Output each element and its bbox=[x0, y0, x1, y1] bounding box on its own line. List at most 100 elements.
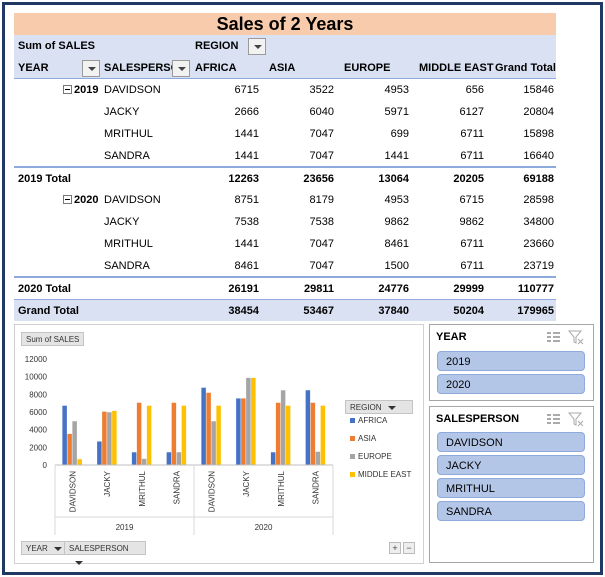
table-row: JACKY 2666 6040 5971 6127 20804 bbox=[14, 101, 556, 123]
multi-select-icon[interactable] bbox=[547, 414, 560, 424]
slicer-item-davidson[interactable]: DAVIDSON bbox=[437, 432, 585, 452]
salesperson-header[interactable]: SALESPERSON bbox=[104, 62, 188, 74]
pivot-chart[interactable]: Sum of SALES 0 2000 4000 6000 8000 10000 12000… bbox=[14, 324, 424, 565]
year-row-label[interactable]: 2020 bbox=[63, 189, 98, 211]
table-row: MRITHUL 1441 7047 699 6711 15898 bbox=[14, 123, 556, 145]
value-cell: 8751 bbox=[234, 194, 259, 206]
table-row: JACKY 7538 7538 9862 9862 34800 bbox=[14, 211, 556, 233]
year-header[interactable]: YEAR bbox=[18, 62, 49, 74]
y-tick-label: 8000 bbox=[29, 390, 47, 399]
collapse-field-button[interactable]: − bbox=[403, 542, 415, 554]
subtotal-cell: 20205 bbox=[453, 173, 484, 185]
value-cell: 1441 bbox=[384, 150, 409, 162]
value-cell: 6127 bbox=[459, 106, 484, 118]
pivot-table: Sum of SALES REGION YEAR SALESPERSON AFR… bbox=[14, 35, 556, 321]
salesperson-name: SANDRA bbox=[104, 150, 150, 162]
category-label: MRITHUL bbox=[277, 470, 286, 506]
slicer-item-2020[interactable]: 2020 bbox=[437, 374, 585, 394]
subtotal-cell: 29999 bbox=[453, 283, 484, 295]
grand-total-label: Grand Total bbox=[18, 305, 79, 317]
subtotal-cell: 13064 bbox=[378, 173, 409, 185]
category-label: JACKY bbox=[103, 470, 112, 496]
salesperson-slicer: SALESPERSON DAVIDSON JACKY MRITHUL SANDR… bbox=[429, 406, 594, 563]
slicer-item-2019[interactable]: 2019 bbox=[437, 351, 585, 371]
collapse-icon[interactable] bbox=[63, 85, 72, 94]
legend-entry: ASIA bbox=[358, 434, 377, 443]
grand-total-cell: 53467 bbox=[303, 305, 334, 317]
category-label: SANDRA bbox=[173, 470, 182, 504]
value-cell: 7047 bbox=[309, 150, 334, 162]
value-cell: 4953 bbox=[384, 194, 409, 206]
bar-asia bbox=[241, 398, 246, 465]
bar-europe bbox=[280, 390, 286, 465]
subtotal-cell: 69188 bbox=[523, 173, 554, 185]
y-tick-label: 12000 bbox=[25, 355, 48, 364]
bar-asia bbox=[275, 402, 281, 465]
clear-filter-icon[interactable] bbox=[567, 412, 584, 427]
value-cell: 7538 bbox=[309, 216, 334, 228]
axis-salesperson-button[interactable]: SALESPERSON bbox=[64, 541, 146, 565]
year-filter-button[interactable] bbox=[82, 60, 100, 77]
chart-value-button[interactable]: Sum of SALES bbox=[21, 332, 85, 346]
axis-year-button[interactable]: YEAR bbox=[21, 541, 67, 555]
salesperson-name: JACKY bbox=[104, 216, 140, 228]
grand-total-row: Grand Total 38454 53467 37840 50204 179965 bbox=[14, 299, 556, 321]
clear-filter-icon[interactable] bbox=[567, 330, 584, 345]
grand-total-cell: 37840 bbox=[378, 305, 409, 317]
column-field-label[interactable]: REGION bbox=[195, 40, 239, 52]
table-row: 2019 DAVIDSON 6715 3522 4953 656 15846 bbox=[14, 79, 556, 101]
region-filter-button[interactable] bbox=[248, 38, 266, 55]
legend-swatch bbox=[350, 436, 355, 441]
year-row-label[interactable]: 2019 bbox=[63, 79, 98, 101]
bar-middle-east bbox=[251, 377, 256, 465]
multi-select-icon[interactable] bbox=[547, 332, 560, 342]
salesperson-slicer-title: SALESPERSON bbox=[436, 413, 520, 425]
expand-field-button[interactable]: + bbox=[389, 542, 401, 554]
bar-europe bbox=[211, 421, 216, 465]
value-cell: 4953 bbox=[384, 84, 409, 96]
value-field-label[interactable]: Sum of SALES bbox=[18, 40, 96, 52]
legend-swatch bbox=[350, 454, 355, 459]
bar-europe bbox=[246, 377, 251, 465]
report-title: Sales of 2 Years bbox=[14, 13, 556, 35]
axis-salesperson-label: SALESPERSON bbox=[69, 544, 129, 553]
grand-total-cell: 179965 bbox=[517, 305, 554, 317]
value-cell: 6711 bbox=[460, 128, 484, 140]
pivot-header-row-1: Sum of SALES REGION bbox=[14, 35, 556, 57]
value-cell: 28598 bbox=[523, 194, 554, 206]
slicer-item-jacky[interactable]: JACKY bbox=[437, 455, 585, 475]
value-cell: 1500 bbox=[384, 260, 409, 272]
subtotal-cell: 110777 bbox=[517, 283, 554, 295]
value-cell: 15846 bbox=[523, 84, 554, 96]
slicer-item-mrithul[interactable]: MRITHUL bbox=[437, 478, 585, 498]
bar-africa bbox=[236, 398, 241, 465]
value-cell: 1441 bbox=[234, 128, 259, 140]
salesperson-filter-button[interactable] bbox=[172, 60, 190, 77]
group-label: 2019 bbox=[116, 523, 134, 532]
bar-africa bbox=[305, 390, 311, 465]
category-label: JACKY bbox=[242, 470, 251, 496]
value-cell: 20804 bbox=[523, 106, 554, 118]
collapse-icon[interactable] bbox=[63, 195, 72, 204]
slicer-item-sandra[interactable]: SANDRA bbox=[437, 501, 585, 521]
bar-middle-east bbox=[146, 405, 152, 465]
value-cell: 5971 bbox=[384, 106, 409, 118]
value-cell: 7538 bbox=[234, 216, 259, 228]
value-cell: 9862 bbox=[384, 216, 409, 228]
bar-africa bbox=[201, 387, 206, 465]
bar-middle-east bbox=[285, 405, 291, 465]
legend-region-button[interactable]: REGION bbox=[345, 400, 413, 414]
value-cell: 16640 bbox=[523, 150, 554, 162]
pivot-header-row-2: YEAR SALESPERSON AFRICA ASIA EUROPE MIDD… bbox=[14, 57, 556, 79]
col-header-grand-total: Grand Total bbox=[495, 62, 556, 74]
table-row: SANDRA 8461 7047 1500 6711 23719 bbox=[14, 255, 556, 277]
bar-asia bbox=[310, 402, 316, 465]
subtotal-cell: 26191 bbox=[228, 283, 259, 295]
bar-asia bbox=[206, 392, 211, 465]
bar-europe bbox=[141, 458, 147, 465]
legend-swatch bbox=[350, 418, 355, 423]
legend-entry: AFRICA bbox=[358, 416, 388, 425]
bar-africa bbox=[270, 452, 276, 465]
legend-entry: EUROPE bbox=[358, 452, 392, 461]
value-cell: 6711 bbox=[460, 260, 484, 272]
